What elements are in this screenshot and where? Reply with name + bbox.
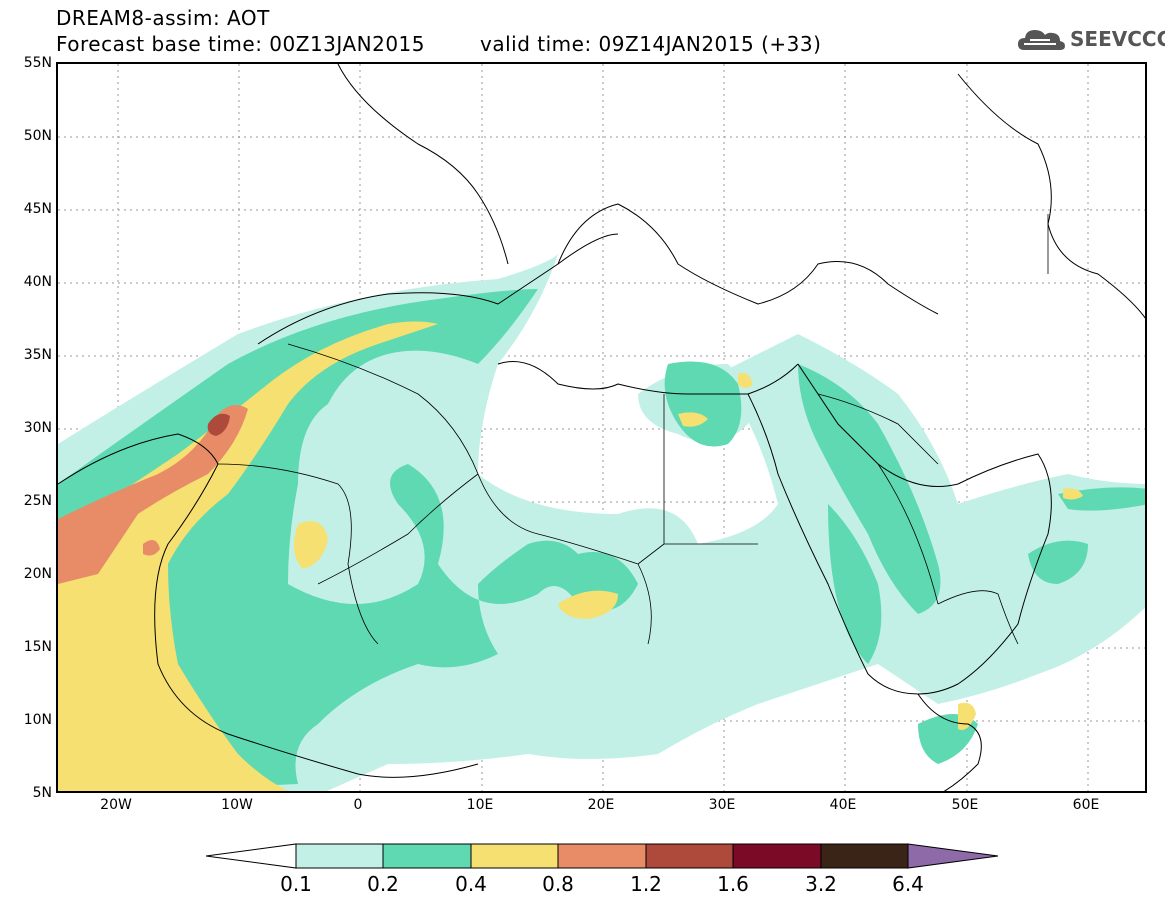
- lon-label: 0: [353, 797, 363, 813]
- coastlines: [58, 64, 1145, 791]
- colorbar-label: 6.4: [892, 872, 924, 896]
- lat-label: 45N: [23, 201, 52, 217]
- colorbar-label: 1.2: [630, 872, 662, 896]
- lat-label: 25N: [23, 493, 52, 509]
- colorbar-label: 0.8: [542, 872, 574, 896]
- colorbar: [206, 843, 999, 869]
- colorbar-label: 0.4: [455, 872, 487, 896]
- aot-1.2-band: [207, 413, 230, 436]
- lat-label: 40N: [23, 274, 52, 290]
- lat-label: 15N: [23, 639, 52, 655]
- colorbar-max-arrow: [907, 843, 999, 869]
- colorbar-swatch: [645, 843, 734, 869]
- lat-label: 10N: [23, 712, 52, 728]
- lat-label: 55N: [23, 55, 52, 71]
- colorbar-label: 0.1: [280, 872, 312, 896]
- lon-label: 10W: [221, 797, 253, 813]
- lat-label: 5N: [32, 785, 52, 801]
- colorbar-min-arrow: [206, 843, 297, 869]
- colorbar-swatch: [295, 843, 384, 869]
- colorbar-label: 0.2: [367, 872, 399, 896]
- colorbar-swatch: [820, 843, 909, 869]
- colorbar-swatch: [732, 843, 822, 869]
- seevccc-logo: SEEVCCC: [1016, 24, 1165, 54]
- lat-label: 20N: [23, 566, 52, 582]
- lon-label: 10E: [466, 797, 494, 813]
- logo-text: SEEVCCC: [1070, 27, 1165, 51]
- colorbar-swatch: [470, 843, 559, 869]
- colorbar-label: 1.6: [717, 872, 749, 896]
- cloud-icon: [1018, 30, 1065, 50]
- lon-label: 30E: [708, 797, 736, 813]
- aot-0.4-band: [58, 321, 1083, 791]
- lon-label: 20E: [587, 797, 615, 813]
- colorbar-swatch: [382, 843, 472, 869]
- colorbar-swatch: [557, 843, 647, 869]
- lat-label: 50N: [23, 128, 52, 144]
- lon-label: 20W: [100, 797, 132, 813]
- lat-label: 30N: [23, 420, 52, 436]
- valid-time: valid time: 09Z14JAN2015 (+33): [480, 32, 822, 56]
- forecast-base-time: Forecast base time: 00Z13JAN2015: [56, 32, 425, 56]
- colorbar-label: 3.2: [805, 872, 837, 896]
- title-line-1: DREAM8-assim: AOT: [56, 6, 270, 30]
- aot-map: [58, 64, 1145, 791]
- borders: [217, 214, 1049, 645]
- lon-label: 50E: [951, 797, 979, 813]
- aot-0.8-band: [58, 405, 248, 584]
- lat-label: 35N: [23, 347, 52, 363]
- lon-label: 60E: [1072, 797, 1100, 813]
- lon-label: 40E: [829, 797, 857, 813]
- map-frame: [56, 62, 1147, 793]
